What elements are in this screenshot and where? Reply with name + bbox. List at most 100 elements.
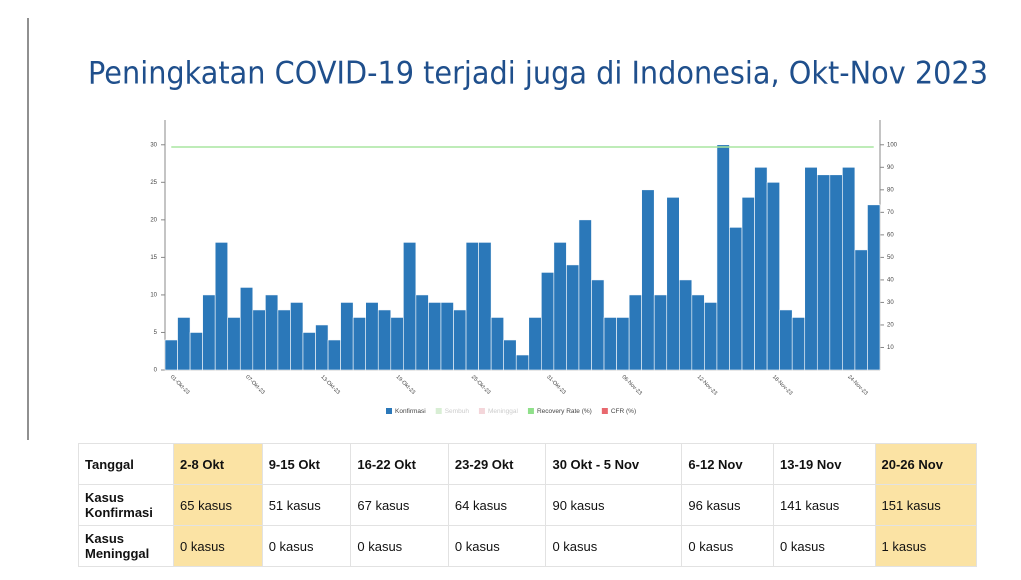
legend-swatch <box>478 408 485 414</box>
bar <box>428 302 442 371</box>
x-tick-label: 18-Nov-23 <box>771 374 793 396</box>
chart: Peningkatan COVID-19 terjadi juga di Ind… <box>27 18 988 440</box>
y-tick-label: 30 <box>150 142 157 148</box>
bar <box>779 309 793 371</box>
table-cell: 90 kasus <box>545 484 683 526</box>
table-cell: 1 kasus <box>874 525 977 567</box>
table-cell: 96 kasus <box>681 484 775 526</box>
legend-swatch <box>601 408 608 414</box>
bar <box>315 324 329 371</box>
bar <box>465 242 479 371</box>
bar <box>816 174 831 371</box>
bar <box>729 227 743 371</box>
bar <box>327 339 341 371</box>
y-tick-label: 5 <box>154 330 158 336</box>
bar <box>265 294 279 371</box>
x-tick-label: 07-Okt-23 <box>244 374 266 396</box>
y-tick-label: 15 <box>150 255 157 261</box>
bar <box>340 302 354 371</box>
table-cell: 0 kasus <box>173 525 263 567</box>
y-tick-label: 20 <box>150 217 157 223</box>
bar <box>528 317 542 371</box>
bar <box>678 279 693 371</box>
legend-label: CFR (%) <box>611 408 636 415</box>
bar <box>415 294 429 371</box>
y2-tick-label: 30 <box>887 300 894 306</box>
bar <box>177 317 191 371</box>
table-row: Kasus Meninggal 0 kasus 0 kasus 0 kasus 0 ka… <box>78 525 977 567</box>
bar <box>666 197 680 371</box>
bar <box>365 302 379 371</box>
y2-tick-label: 50 <box>887 255 894 261</box>
bar <box>766 182 780 371</box>
legend-swatch <box>527 408 534 414</box>
table-cell: Tanggal <box>78 443 174 485</box>
table-cell: 141 kasus <box>773 484 876 526</box>
y-tick-label: 10 <box>150 293 157 299</box>
x-tick-label: 06-Nov-23 <box>620 374 642 396</box>
bar <box>164 339 178 371</box>
bar <box>704 302 718 371</box>
bar <box>453 309 467 371</box>
bar <box>641 189 655 371</box>
y2-tick-label: 40 <box>887 277 894 283</box>
legend-label: Konfirmasi <box>395 408 426 415</box>
bar <box>490 317 504 371</box>
bar <box>616 317 630 371</box>
bar <box>603 317 617 371</box>
bar <box>578 219 592 371</box>
table-cell: 20-26 Nov <box>874 443 977 485</box>
table-cell: 0 kasus <box>261 525 352 567</box>
x-tick-label: 13-Okt-23 <box>319 374 341 396</box>
x-tick-label: 12-Nov-23 <box>696 374 718 396</box>
table-cell: 9-15 Okt <box>261 443 352 485</box>
y2-tick-label: 80 <box>887 187 894 193</box>
bar <box>867 204 881 371</box>
x-tick-label: 25-Okt-23 <box>470 374 492 396</box>
summary-table: Tanggal 2-8 Okt 9-15 Okt 16-22 Okt 23-29 Okt… <box>78 443 977 567</box>
legend-swatch <box>386 408 392 414</box>
table-cell: 64 kasus <box>447 484 547 526</box>
bar <box>189 332 203 371</box>
bar <box>214 242 229 371</box>
y2-tick-label: 90 <box>887 165 894 171</box>
table-cell: 13-19 Nov <box>773 443 876 485</box>
x-tick-label: 24-Nov-23 <box>846 374 868 396</box>
bar <box>553 242 567 371</box>
table-row: Tanggal 2-8 Okt 9-15 Okt 16-22 Okt 23-29 Okt… <box>78 443 977 485</box>
y2-tick-label: 70 <box>887 210 894 216</box>
bar <box>290 302 304 371</box>
y-tick-label: 0 <box>154 368 158 374</box>
bar <box>754 166 768 371</box>
chart-title: Peningkatan COVID-19 terjadi juga di Ind… <box>88 56 988 92</box>
y2-tick-label: 100 <box>887 142 898 148</box>
bar <box>791 317 806 371</box>
legend-label: Meninggal <box>488 408 519 415</box>
bar <box>829 174 843 371</box>
bar <box>277 309 291 371</box>
table-cell: Kasus Meninggal <box>78 525 174 567</box>
table-cell: 23-29 Okt <box>447 443 547 485</box>
table-row: Kasus Konfirmasi 65 kasus 51 kasus 67 kasus… <box>78 484 977 526</box>
table-cell: 0 kasus <box>545 525 683 567</box>
bar <box>515 354 530 371</box>
table-cell: 0 kasus <box>681 525 775 567</box>
bar <box>478 242 492 371</box>
x-tick-label: 31-Okt-23 <box>545 374 567 396</box>
legend-label: Sembuh <box>445 408 470 415</box>
bar <box>591 279 605 371</box>
table-cell: 0 kasus <box>773 525 876 567</box>
bar <box>566 264 580 371</box>
x-tick-label: 01-Okt-23 <box>169 374 191 396</box>
bar <box>842 166 856 371</box>
bar <box>716 144 730 371</box>
y-tick-label: 25 <box>150 180 157 186</box>
bar <box>252 309 266 371</box>
bar <box>377 309 392 371</box>
table-cell: 65 kasus <box>173 484 263 526</box>
table-cell: 0 kasus <box>350 525 449 567</box>
y2-tick-label: 20 <box>887 323 894 329</box>
legend-swatch <box>435 408 442 414</box>
table-cell: 6-12 Nov <box>681 443 775 485</box>
